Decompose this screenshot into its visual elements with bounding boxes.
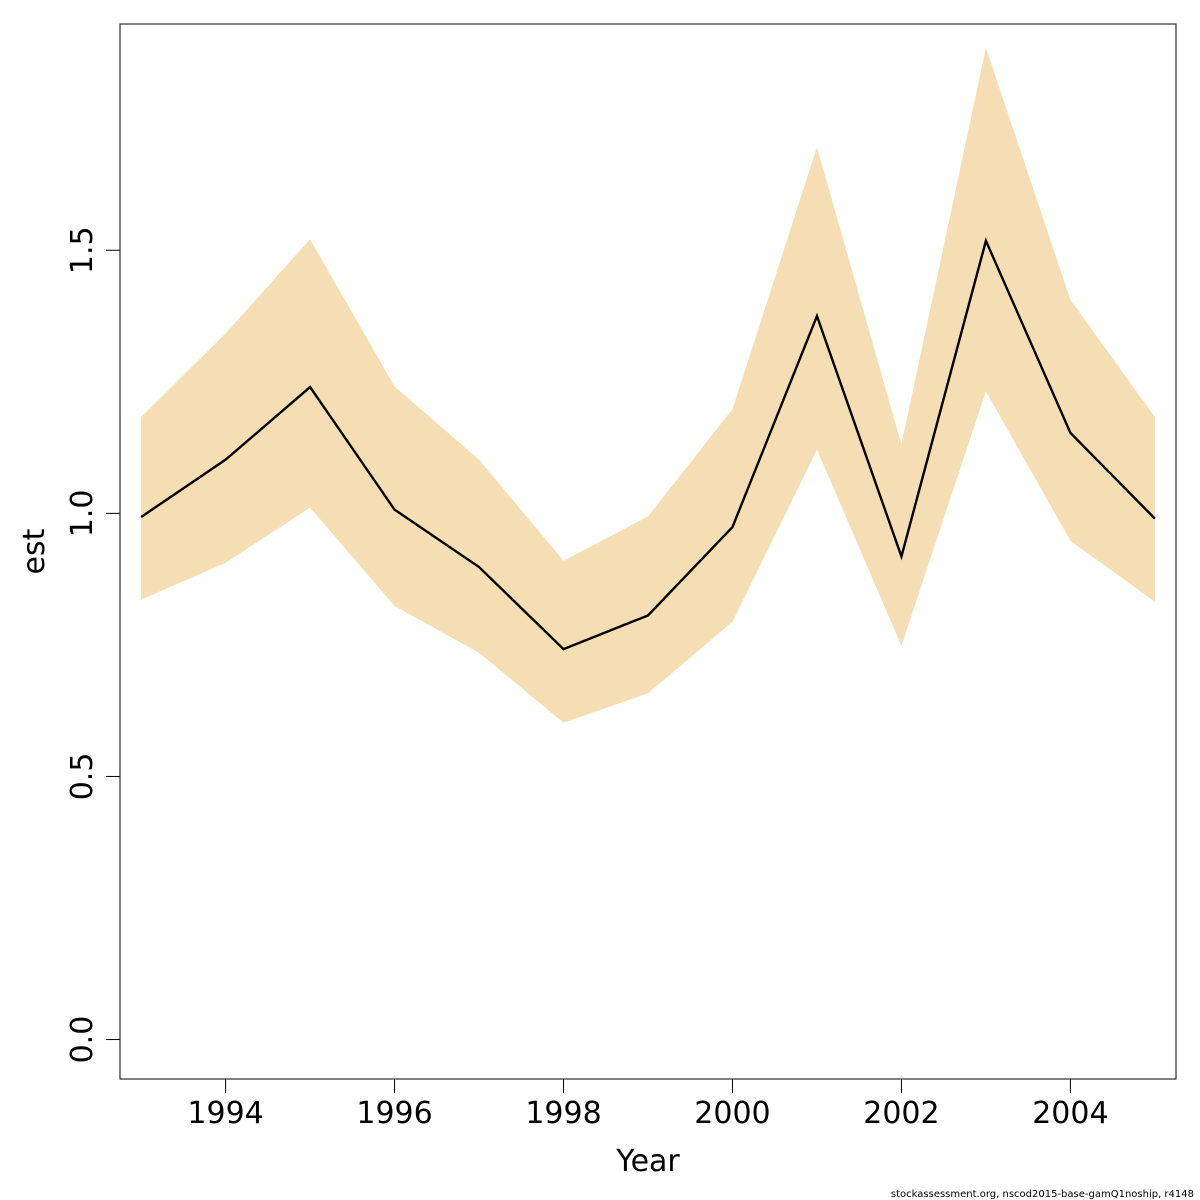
plot-frame: [119, 23, 1177, 1080]
series-line-0: [140, 237, 1156, 651]
x-tick-label-1996: 1996: [356, 1096, 432, 1131]
y-axis-label: est: [17, 528, 52, 574]
y-tick-label-0.0: 0.0: [65, 1016, 100, 1064]
x-tick-label-1994: 1994: [187, 1096, 263, 1131]
y-tick-label-1.0: 1.0: [65, 489, 100, 537]
confidence-band: [141, 47, 1155, 723]
x-tick-label-1998: 1998: [525, 1096, 601, 1131]
x-tick-label-2002: 2002: [863, 1096, 939, 1131]
x-axis-label: Year: [615, 1144, 680, 1179]
y-tick-label-1.5: 1.5: [65, 226, 100, 274]
y-tick-label-0.5: 0.5: [65, 753, 100, 801]
x-tick-label-2004: 2004: [1032, 1096, 1108, 1131]
x-tick-label-2000: 2000: [694, 1096, 770, 1131]
footer-credit: stockassessment.org, nscod2015-base-gamQ…: [891, 1189, 1194, 1200]
